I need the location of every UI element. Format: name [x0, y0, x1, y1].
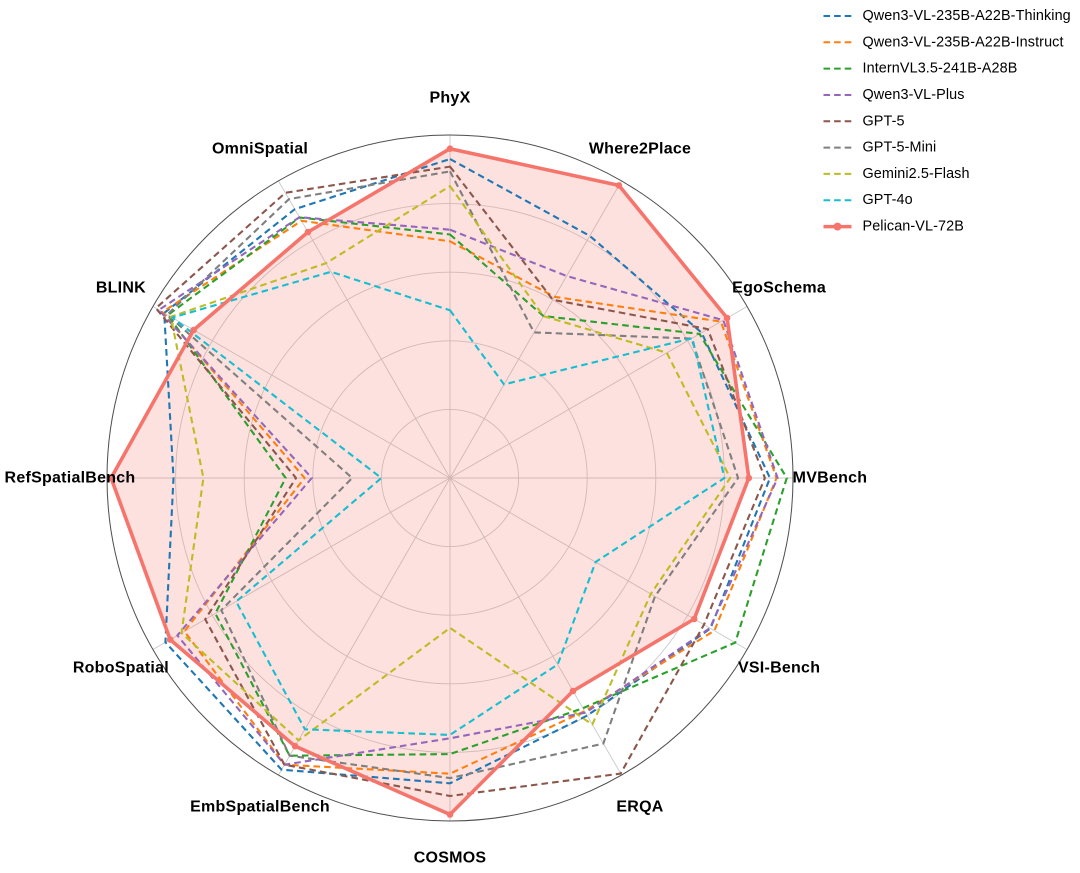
svg-text:RoboSpatial: RoboSpatial — [73, 660, 169, 677]
svg-text:RefSpatialBench: RefSpatialBench — [5, 470, 136, 487]
svg-text:OmniSpatial: OmniSpatial — [212, 140, 308, 157]
svg-text:VSI-Bench: VSI-Bench — [738, 660, 820, 677]
svg-text:Qwen3-VL-Plus: Qwen3-VL-Plus — [863, 87, 965, 103]
svg-text:GPT-4o: GPT-4o — [863, 192, 913, 208]
svg-text:Pelican-VL-72B: Pelican-VL-72B — [863, 219, 964, 235]
svg-text:EgoSchema: EgoSchema — [732, 280, 826, 297]
svg-text:BLINK: BLINK — [96, 280, 146, 297]
svg-text:Qwen3-VL-235B-A22B-Instruct: Qwen3-VL-235B-A22B-Instruct — [863, 34, 1064, 50]
svg-text:EmbSpatialBench: EmbSpatialBench — [190, 799, 330, 816]
svg-text:GPT-5: GPT-5 — [863, 113, 905, 129]
svg-text:COSMOS: COSMOS — [414, 850, 487, 867]
svg-text:MVBench: MVBench — [793, 470, 868, 487]
svg-text:Gemini2.5-Flash: Gemini2.5-Flash — [863, 166, 970, 182]
svg-text:Where2Place: Where2Place — [589, 140, 691, 157]
svg-text:PhyX: PhyX — [429, 90, 470, 107]
svg-text:Qwen3-VL-235B-A22B-Thinking: Qwen3-VL-235B-A22B-Thinking — [863, 8, 1071, 24]
svg-text:ERQA: ERQA — [616, 799, 663, 816]
svg-text:InternVL3.5-241B-A28B: InternVL3.5-241B-A28B — [863, 61, 1018, 77]
svg-text:GPT-5-Mini: GPT-5-Mini — [863, 140, 937, 156]
